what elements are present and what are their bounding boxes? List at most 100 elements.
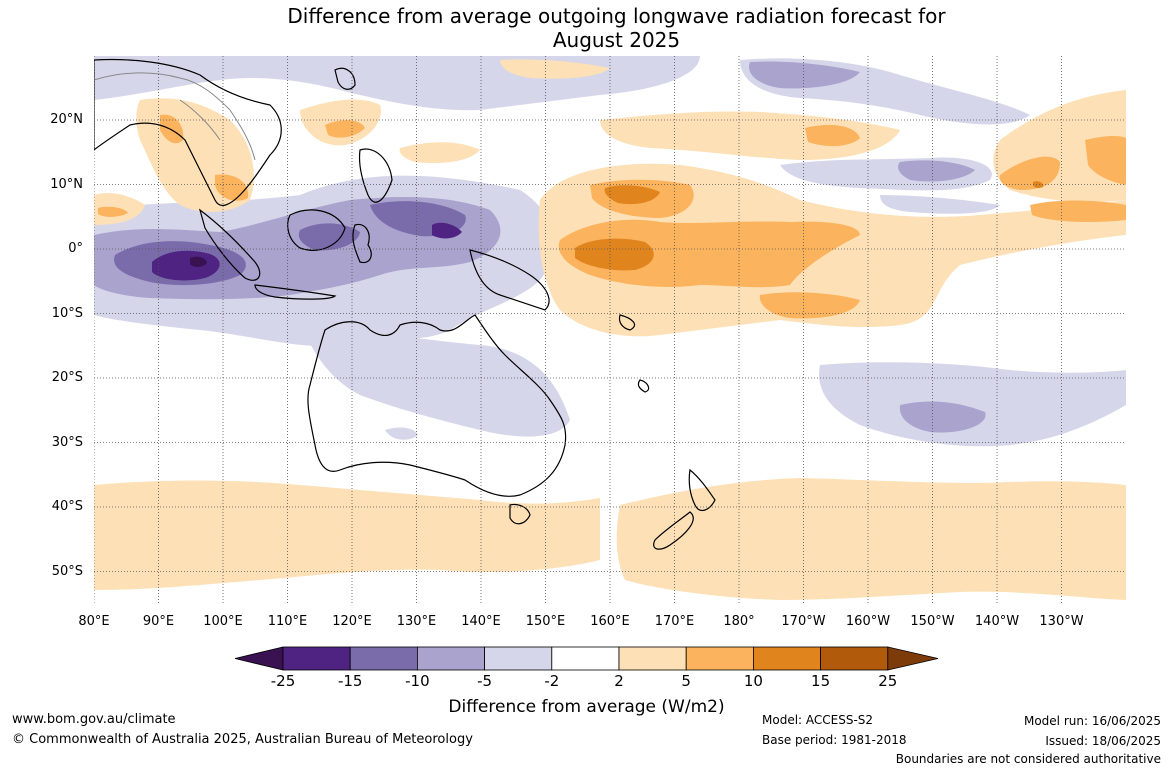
anomaly-region: [880, 195, 1000, 214]
colorbar-tick-label: -25: [270, 672, 296, 690]
latitude-tick-label: 0°: [68, 241, 83, 256]
anomaly-region: [385, 427, 418, 440]
anomaly-region: [899, 401, 986, 433]
new-zealand-south-coastline: [653, 511, 694, 550]
copyright-text: © Commonwealth of Australia 2025, Austra…: [12, 732, 473, 747]
longitude-tick-label: 80°E: [78, 614, 110, 629]
anomaly-region: [1033, 181, 1044, 189]
colorbar-segment: [416, 646, 485, 671]
longitude-tick-label: 140°E: [461, 614, 501, 629]
longitude-tick-label: 140°W: [974, 614, 1020, 629]
title-line-1: Difference from average outgoing longwav…: [287, 4, 946, 28]
title-line-2: August 2025: [552, 28, 681, 52]
latitude-tick-label: 40°S: [51, 499, 83, 514]
colorbar-segment: [282, 646, 351, 671]
longitude-tick-label: 90°E: [142, 614, 175, 629]
latitude-tick-label: 20°N: [50, 112, 83, 127]
colorbar-segment: [618, 646, 687, 671]
colorbar-segment: [349, 646, 418, 671]
island-coastline: [637, 379, 650, 393]
latitude-tick-label: 30°S: [51, 434, 83, 450]
border-line: [179, 99, 221, 141]
colorbar-min-arrow: [234, 646, 284, 671]
sumatra-coastline: [198, 208, 261, 281]
longitude-tick-label: 180°: [723, 614, 755, 629]
colorbar-tick-label: 2: [614, 672, 624, 690]
anomaly-region: [1085, 135, 1126, 185]
longitude-tick-label: 160°W: [845, 614, 891, 629]
longitude-tick-label: 150°W: [910, 614, 955, 629]
anomaly-region: [819, 362, 1126, 447]
anomaly-region: [325, 120, 365, 138]
colorbar-tick-label: -15: [337, 672, 363, 690]
colorbar-segment: [551, 646, 620, 671]
tasmania-coastline: [509, 503, 531, 525]
java-coastline: [254, 284, 337, 300]
longitude-tick-label: 100°E: [203, 614, 243, 629]
map-panel: [94, 56, 1126, 605]
colorbar-tick-label: -10: [405, 672, 430, 690]
colorbar-tick-label: 10: [743, 672, 763, 690]
latitude-tick-label: 10°N: [50, 176, 83, 192]
longitude-tick-label: 170°W: [781, 614, 826, 629]
philippines-coastline: [358, 148, 393, 203]
australia-coastline: [307, 314, 567, 497]
longitude-tick-label: 120°E: [332, 614, 372, 629]
anomaly-region: [98, 206, 128, 217]
anomaly-region: [600, 111, 900, 160]
longitude-tick-label: 110°E: [267, 614, 308, 629]
asia-coastline: [94, 58, 282, 207]
anomaly-region: [805, 125, 860, 147]
anomaly-region: [898, 160, 975, 182]
anomaly-region: [160, 114, 184, 144]
website-link[interactable]: www.bom.gov.au/climate: [12, 712, 176, 727]
anomaly-region: [999, 156, 1060, 190]
colorbar-segment: [685, 646, 754, 671]
country-borders: [94, 72, 256, 161]
anomaly-region: [616, 478, 1126, 600]
anomaly-region: [500, 59, 610, 79]
colorbar-segment: [484, 646, 553, 671]
anomaly-region: [190, 256, 207, 267]
latitude-tick-label: 20°S: [51, 370, 83, 385]
anomaly-region: [300, 320, 570, 437]
new-zealand-north-coastline: [688, 468, 716, 512]
colorbar-title: Difference from average (W/m2): [448, 697, 725, 717]
sulawesi-coastline: [352, 223, 372, 264]
border-line: [229, 109, 256, 161]
taiwan-coastline: [334, 67, 356, 90]
disclaimer-text: Boundaries are not considered authoritat…: [895, 752, 1161, 766]
colorbar-tick-label: 15: [811, 672, 831, 690]
anomaly-region: [432, 222, 462, 239]
anomaly-region: [749, 61, 860, 89]
anomaly-region: [604, 185, 660, 205]
anomaly-band-plus-5: [98, 114, 1126, 319]
anomaly-region: [759, 292, 860, 319]
longitude-tick-label: 170°E: [654, 614, 695, 629]
anomaly-region: [1030, 200, 1126, 223]
longitude-tick-label: 130°E: [396, 614, 437, 629]
base-period-text: Base period: 1981-2018: [762, 733, 907, 747]
colorbar-tick-label: 5: [681, 672, 691, 690]
island-coastline: [618, 314, 635, 331]
anomaly-region: [558, 219, 860, 288]
anomaly-band-minus-25: [190, 256, 207, 267]
longitude-tick-label: 130°W: [1039, 614, 1084, 629]
borneo-coastline: [287, 209, 346, 251]
anomaly-band-plus-10: [575, 181, 1044, 271]
latitude-tick-label: 10°S: [51, 305, 83, 321]
longitude-tick-label: 160°E: [590, 614, 630, 629]
model-text: Model: ACCESS-S2: [762, 713, 874, 727]
longitude-tick-label: 150°E: [525, 614, 566, 629]
anomaly-region: [399, 142, 480, 164]
model-run-text: Model run: 16/06/2025: [1023, 714, 1161, 728]
issued-text: Issued: 18/06/2025: [1045, 734, 1161, 748]
anomaly-region: [575, 238, 654, 271]
colorbar-tick-label: -2: [544, 672, 560, 690]
coastlines: [94, 58, 716, 550]
chart-title: Difference from average outgoing longwav…: [0, 4, 1173, 52]
colorbar-segment: [753, 646, 822, 671]
border-line: [94, 72, 231, 111]
colorbar-tick-label: 25: [878, 672, 898, 690]
colorbar-tick-label: -5: [477, 672, 493, 690]
